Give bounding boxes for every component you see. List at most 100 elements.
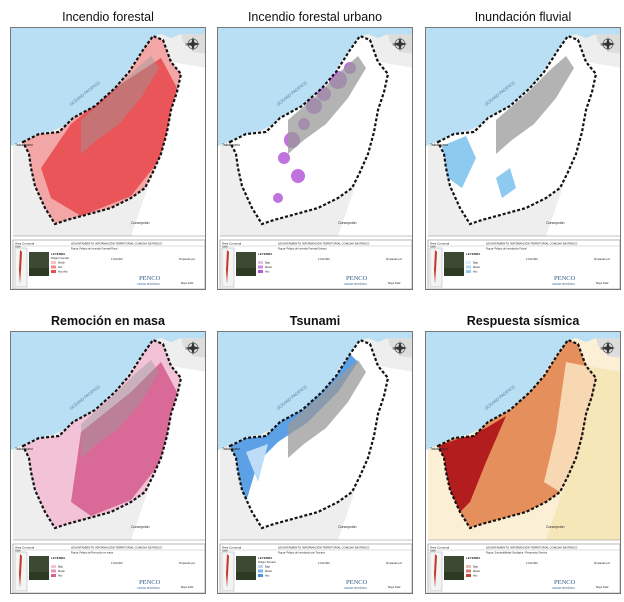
figure-caption: Figura: Peligro de Inundación Fluvial [486, 248, 527, 251]
footer-title: LEVANTAMIENTO INFORMACIÓN TERRITORIAL CO… [71, 545, 163, 550]
tome-label: Tomé [392, 43, 401, 47]
logo-subtitle: CIUDAD HISTÓRICA [344, 283, 367, 286]
legend-swatch [466, 569, 471, 573]
concepcion-label: Concepción [546, 525, 565, 529]
logo-subtitle: CIUDAD HISTÓRICA [552, 283, 575, 286]
map-svg: OCÉANO PACÍFICOToméTalcahuanoConcepciónÁ… [218, 332, 412, 593]
figure-caption: Figura: Peligro de Remoción en masa [71, 552, 114, 555]
concepcion-label: Concepción [131, 221, 150, 225]
legend-item: Muy Alto [58, 271, 68, 274]
date-label: Mayo 2022 [181, 282, 194, 285]
legend-item: Bajo [265, 566, 271, 569]
logo-name: PENCO [554, 579, 576, 586]
legend-swatch [258, 574, 263, 577]
chile-label: Chile [15, 550, 21, 553]
chile-label: Chile [15, 246, 21, 249]
legend-swatch [466, 574, 471, 577]
legend-title: LEYENDA [466, 252, 481, 256]
prepared-by-label: Preparado por: [386, 562, 403, 565]
legend-item: Alto [265, 271, 270, 274]
urban-area [81, 360, 159, 458]
footer-title: LEVANTAMIENTO INFORMACIÓN TERRITORIAL CO… [486, 545, 578, 550]
legend-subtitle: Peligro Tsunami [258, 561, 276, 564]
legend-title: LEYENDA [258, 556, 273, 560]
sea-area [426, 28, 620, 146]
legend-item: Alto [473, 575, 478, 578]
tome-label: Tomé [392, 347, 401, 351]
sea-area [426, 332, 620, 450]
talcahuano-label: Talcahuano [430, 447, 448, 451]
prepared-by-label: Preparado por: [179, 258, 196, 261]
scale-label: 1:100.000 [318, 561, 330, 565]
legend-item: Bajo [265, 262, 271, 265]
legend-swatch [258, 565, 263, 568]
panel-title: Remoción en masa [51, 314, 165, 328]
footer-title: LEVANTAMIENTO INFORMACIÓN TERRITORIAL CO… [278, 241, 370, 246]
panel-title: Respuesta sísmica [466, 314, 580, 328]
neighbor-area [338, 62, 412, 236]
legend-title: LEYENDA [51, 252, 66, 256]
tome-label: Tomé [600, 43, 609, 47]
legend-swatch [51, 565, 56, 568]
legend-swatch [258, 265, 263, 269]
urban-area [288, 360, 366, 458]
chile-label: Chile [222, 550, 228, 553]
concepcion-label: Concepción [338, 525, 357, 529]
map-svg: OCÉANO PACÍFICOToméTalcahuanoConcepciónÁ… [426, 332, 620, 593]
commune-boundary [228, 338, 390, 530]
urban-area [288, 56, 366, 154]
sea-area [218, 332, 412, 450]
locator-map [444, 252, 464, 268]
map-panel: OCÉANO PACÍFICO Tomé Talcahuano Concepción Á… [425, 27, 621, 290]
legend-swatch [466, 261, 471, 264]
map-svg: OCÉANO PACÍFICOToméTalcahuanoConcepciónÁ… [11, 28, 205, 289]
footer-title: LEVANTAMIENTO INFORMACIÓN TERRITORIAL CO… [486, 241, 578, 246]
scale-label: 1:100.000 [111, 561, 123, 565]
talcahuano-label: Talcahuano [222, 143, 240, 147]
scale-label: 1:100.000 [526, 257, 538, 261]
prepared-by-label: Preparado por: [386, 258, 403, 261]
commune-boundary [436, 34, 598, 226]
scale-label: 1:100.000 [111, 257, 123, 261]
area-comunal-label: Área Comunal [222, 242, 242, 246]
concepcion-label: Concepción [546, 221, 565, 225]
urban-area [496, 56, 574, 154]
legend-swatch [51, 265, 56, 269]
locator-map [29, 556, 49, 572]
legend-swatch [51, 569, 56, 573]
neighbor-area [338, 366, 412, 540]
legend-title: LEYENDA [51, 556, 66, 560]
legend-swatch [258, 270, 263, 273]
concepcion-label: Concepción [131, 525, 150, 529]
scale-label: 1:100.000 [318, 257, 330, 261]
logo-subtitle: CIUDAD HISTÓRICA [137, 587, 160, 590]
area-comunal-label: Área Comunal [15, 242, 35, 246]
legend-swatch [466, 565, 471, 568]
legend-item: Bajo [473, 262, 479, 265]
map-panel: OCÉANO PACÍFICO Tomé Talcahuano Concepción Á… [217, 27, 413, 290]
prepared-by-label: Preparado por: [594, 562, 611, 565]
map-panel: OCÉANO PACÍFICO Tomé Talcahuano Concepción Á… [10, 331, 206, 594]
legend-item: Alto [265, 575, 270, 578]
neighbor-area [131, 62, 205, 236]
legend-subtitle: Peligro Incendio [51, 257, 70, 260]
legend-swatch [466, 270, 471, 273]
logo-subtitle: CIUDAD HISTÓRICA [552, 587, 575, 590]
map-svg: OCÉANO PACÍFICOToméTalcahuanoConcepciónÁ… [218, 28, 412, 289]
concepcion-label: Concepción [338, 221, 357, 225]
tome-label: Tomé [185, 347, 194, 351]
panel-title: Inundación fluvial [474, 10, 572, 24]
figure-caption: Figura: Susceptibilidad Geológica - Resp… [486, 552, 548, 555]
logo-name: PENCO [554, 275, 576, 282]
commune-boundary [436, 338, 598, 530]
prepared-by-label: Preparado por: [594, 258, 611, 261]
commune-boundary [21, 338, 183, 530]
legend-item: Medio [473, 266, 480, 269]
legend-swatch [258, 569, 263, 573]
map-panel: OCÉANO PACÍFICO Tomé Talcahuano Concepción Á… [10, 27, 206, 290]
neighbor-area [131, 366, 205, 540]
commune-boundary [21, 34, 183, 226]
legend-swatch [466, 265, 471, 269]
logo-subtitle: CIUDAD HISTÓRICA [344, 587, 367, 590]
area-comunal-label: Área Comunal [430, 546, 450, 550]
